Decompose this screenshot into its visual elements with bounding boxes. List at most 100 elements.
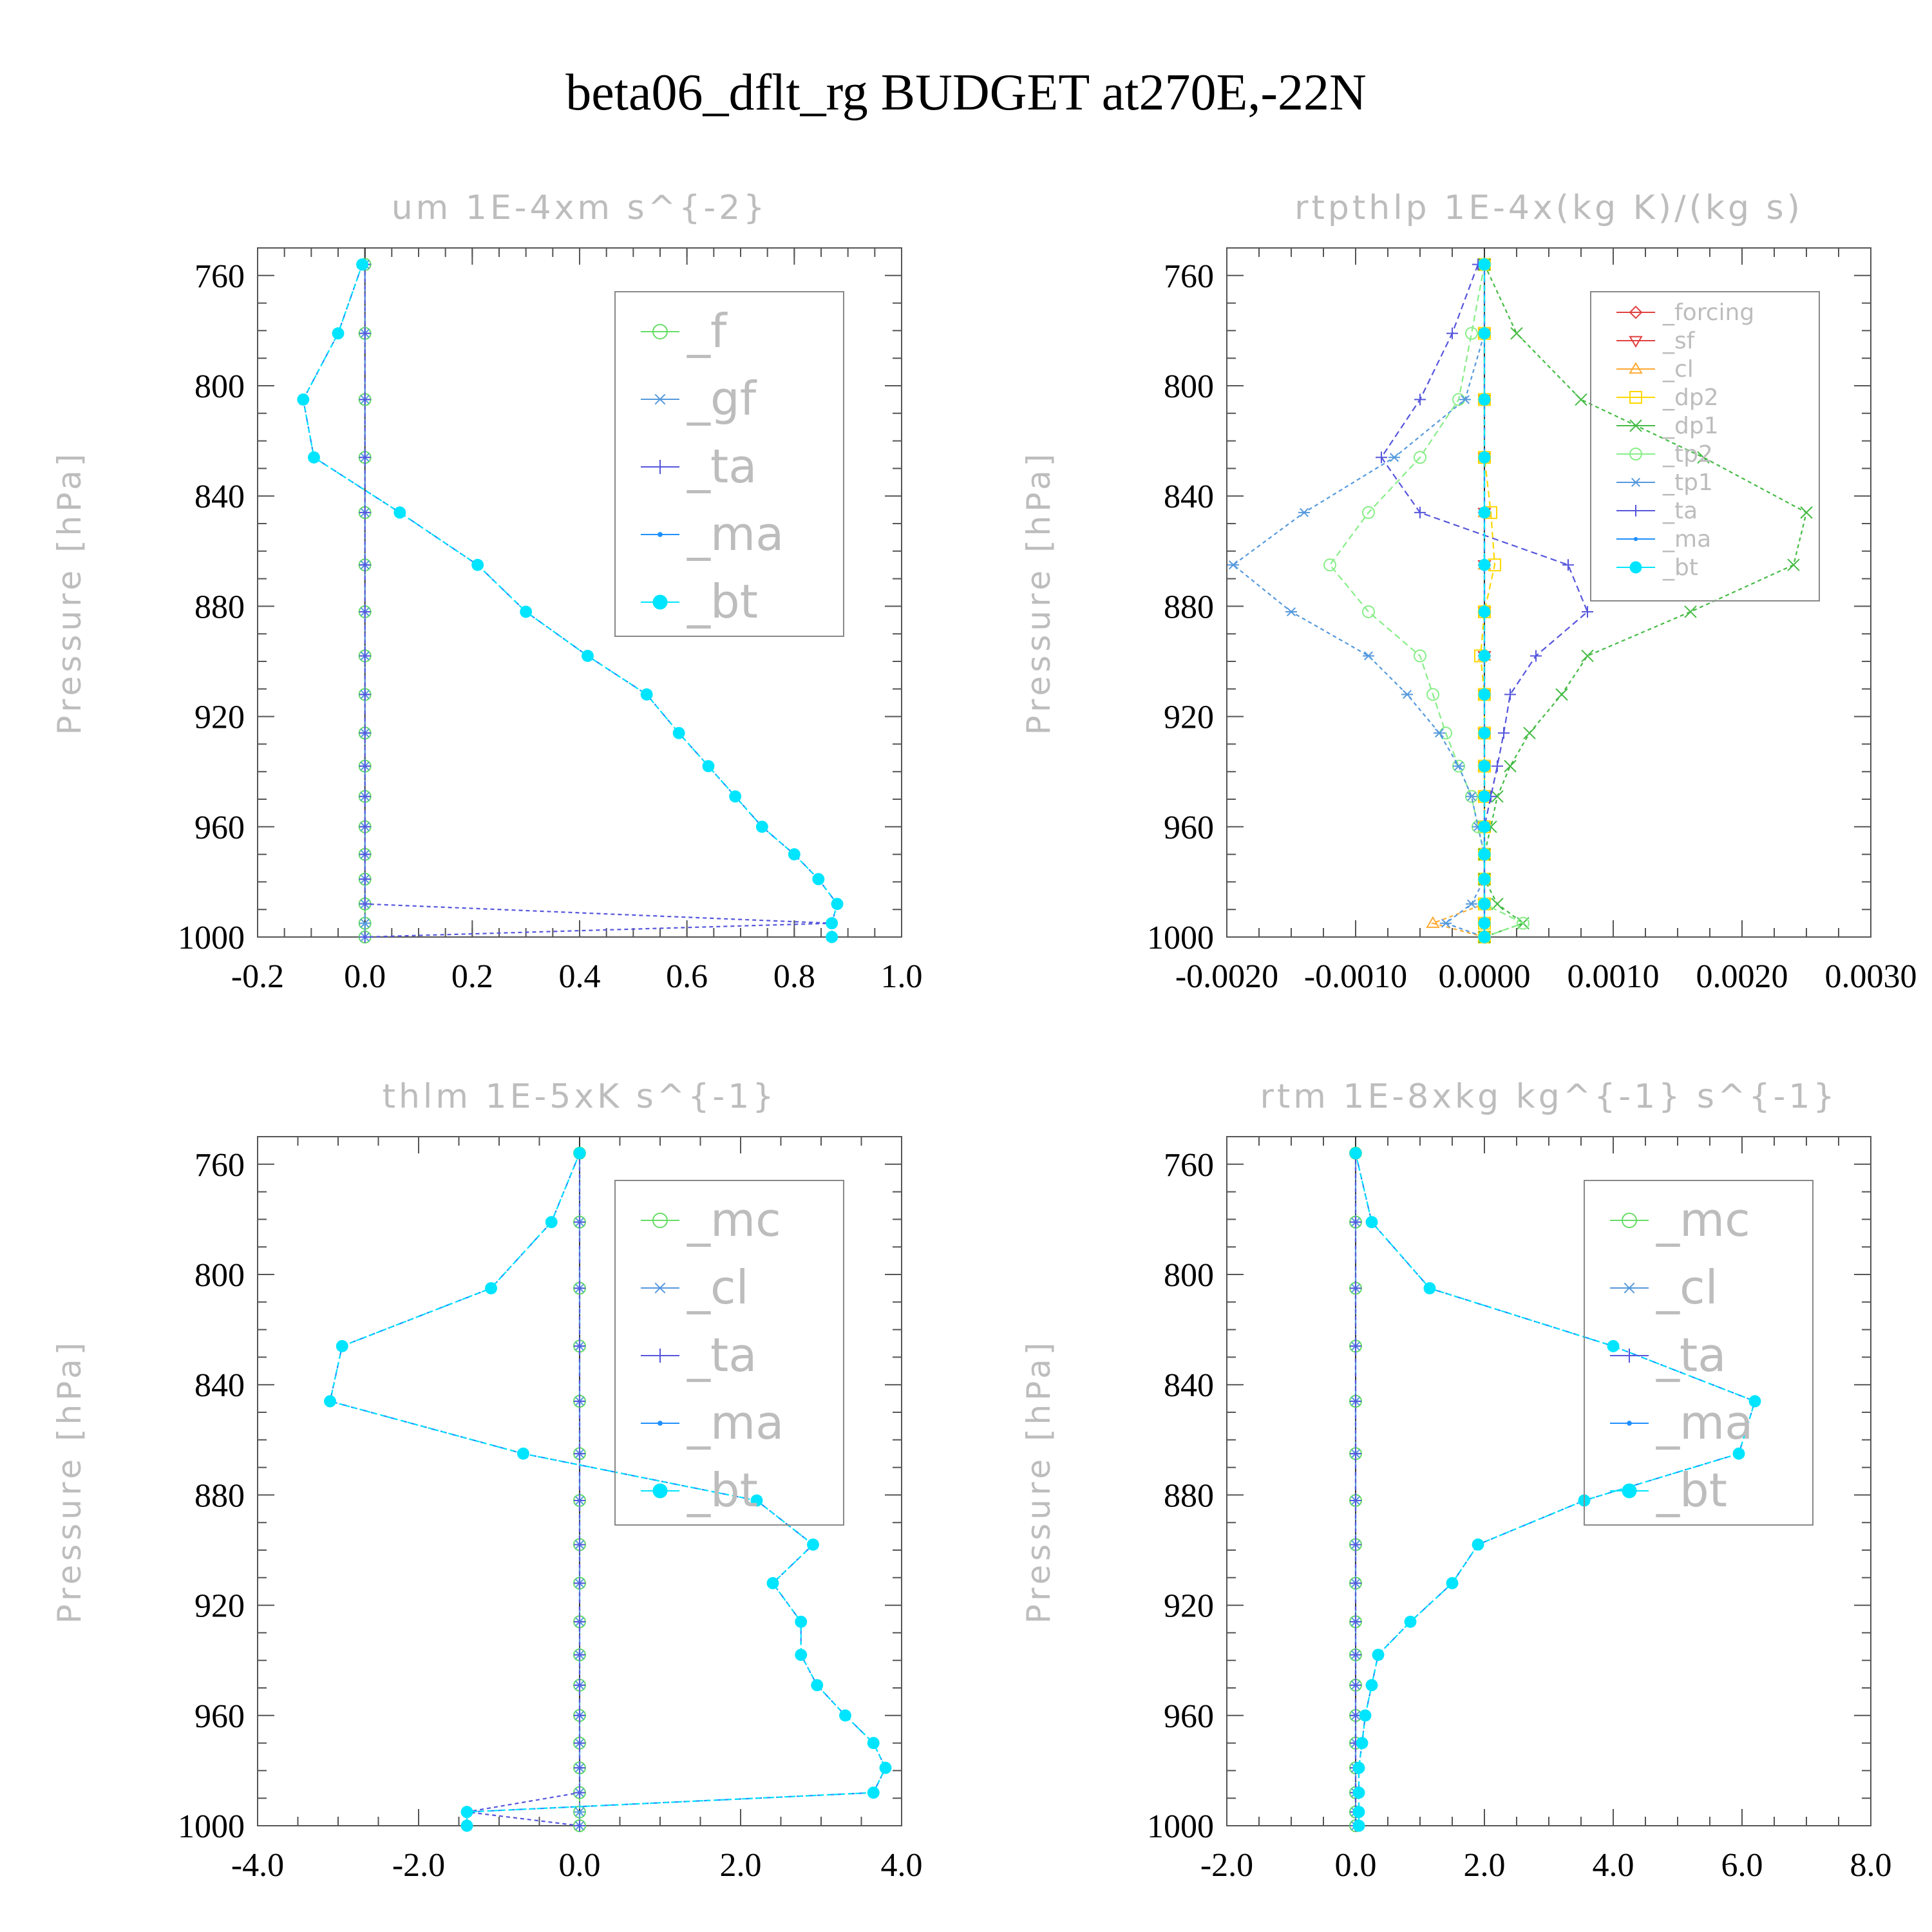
series-line — [329, 1153, 887, 1826]
legend-marker — [1629, 362, 1643, 374]
data-point — [574, 1679, 585, 1691]
data-point — [574, 1494, 585, 1506]
y-tick-label: 800 — [1164, 368, 1214, 405]
x-tick-label: 4.0 — [881, 1847, 923, 1884]
y-tick-label: 960 — [1164, 810, 1214, 846]
x-tick-label: 2.0 — [1464, 1847, 1506, 1884]
legend-entry: _dp2 — [1662, 384, 1719, 411]
data-point — [359, 506, 371, 518]
data-point — [1478, 820, 1491, 833]
data-point — [582, 649, 594, 662]
y-tick-label: 840 — [194, 1367, 245, 1404]
data-point — [485, 1282, 497, 1294]
data-point — [1298, 507, 1310, 517]
data-point — [1446, 327, 1458, 339]
data-point — [1359, 1709, 1372, 1722]
data-point — [359, 393, 371, 406]
data-point — [1404, 1615, 1417, 1628]
data-point — [574, 1762, 585, 1774]
series-bt — [297, 258, 844, 943]
legend-marker — [652, 594, 668, 610]
data-point — [1350, 1577, 1361, 1589]
legend-marker — [1630, 477, 1642, 488]
data-point — [1478, 506, 1491, 519]
legend-box — [1584, 1180, 1814, 1526]
data-point — [460, 1819, 473, 1832]
plot-frame — [1226, 247, 1871, 938]
legend-marker — [1622, 1349, 1636, 1363]
data-point — [1376, 451, 1387, 464]
data-point — [1466, 791, 1477, 801]
legend-entry: _ta — [687, 1328, 757, 1382]
data-point — [573, 1147, 586, 1160]
x-tick-label: 4.0 — [1593, 1847, 1634, 1884]
legend: _mc _cl _ta _ma _bt — [614, 1180, 844, 1526]
data-point — [795, 1615, 808, 1628]
data-point — [1350, 1649, 1361, 1661]
y-tick-label: 960 — [194, 1698, 245, 1735]
data-point — [1362, 605, 1375, 618]
series-bt — [324, 1147, 892, 1832]
series-bt — [1349, 1147, 1761, 1832]
data-point — [1478, 558, 1491, 571]
data-point — [1491, 790, 1504, 803]
data-point — [574, 1340, 585, 1352]
y-axis-label: Pressure [hPa] — [1020, 450, 1057, 735]
data-point — [811, 1679, 824, 1692]
data-point — [1517, 916, 1530, 930]
data-point — [359, 790, 371, 802]
data-point — [1800, 506, 1813, 519]
data-point — [356, 258, 368, 271]
data-point — [807, 1538, 819, 1551]
legend-marker — [1629, 305, 1643, 319]
data-point — [393, 506, 406, 519]
legend-entry: _ta — [1656, 1328, 1726, 1382]
data-point — [520, 605, 533, 618]
data-point — [1350, 1679, 1361, 1691]
legend-entry: _mc — [1656, 1193, 1750, 1247]
panel-title: thlm 1E-5xK s^{-1} — [383, 1077, 777, 1116]
y-tick-label: 880 — [1164, 1477, 1214, 1514]
panel-title: um 1E-4xm s^{-2} — [392, 189, 768, 227]
data-point — [1478, 258, 1491, 271]
data-point — [1555, 688, 1568, 701]
y-tick-label: 1000 — [178, 1808, 245, 1845]
legend-entry: _bt — [687, 1463, 758, 1517]
y-tick-label: 880 — [194, 589, 245, 625]
legend-marker — [1622, 1483, 1637, 1499]
series-line — [466, 1153, 581, 1827]
legend-marker — [652, 324, 668, 339]
data-point — [359, 451, 371, 464]
data-point — [1607, 1340, 1620, 1352]
legend-marker — [1630, 505, 1642, 516]
legend: _f _gf _ta _ma _bt — [614, 291, 844, 637]
data-point — [1372, 1649, 1385, 1662]
legend-entry: _mc — [687, 1193, 781, 1247]
legend-entry: _ta — [1662, 498, 1698, 524]
y-tick-label: 1000 — [1147, 920, 1214, 956]
data-point — [1401, 690, 1413, 699]
data-point — [672, 726, 685, 739]
y-tick-label: 1000 — [1147, 1808, 1214, 1845]
data-point — [1581, 649, 1594, 663]
legend-entry: _ta — [687, 439, 757, 493]
data-point — [359, 727, 371, 739]
data-point — [545, 1216, 558, 1229]
x-tick-label: 0.0000 — [1439, 958, 1531, 995]
y-tick-label: 800 — [1164, 1257, 1214, 1294]
legend-marker — [653, 460, 667, 474]
data-point — [1510, 327, 1523, 340]
data-point — [1697, 451, 1710, 464]
data-point — [1472, 1538, 1484, 1551]
data-point — [574, 1649, 585, 1661]
legend-marker — [1629, 336, 1643, 348]
data-point — [1227, 560, 1239, 570]
series-dp2 — [1474, 258, 1501, 943]
data-point — [359, 650, 371, 662]
data-point — [1362, 506, 1375, 519]
data-point — [517, 1447, 529, 1460]
y-tick-label: 800 — [194, 1257, 245, 1294]
data-point — [1478, 848, 1491, 861]
data-point — [324, 1395, 336, 1408]
